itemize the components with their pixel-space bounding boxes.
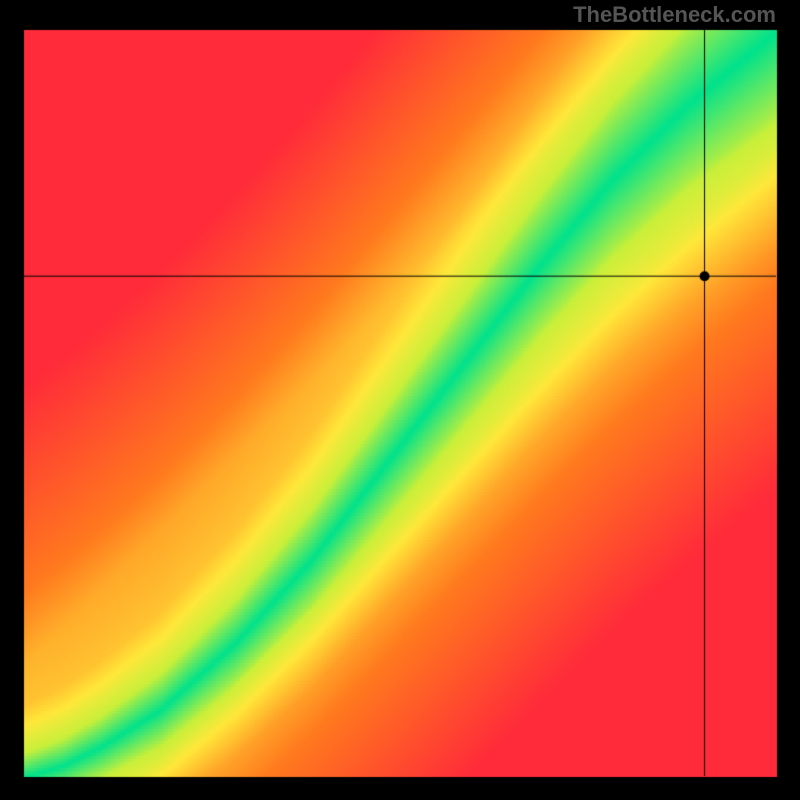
bottleneck-heatmap <box>0 0 800 800</box>
watermark-text: TheBottleneck.com <box>573 2 776 28</box>
chart-container: TheBottleneck.com <box>0 0 800 800</box>
